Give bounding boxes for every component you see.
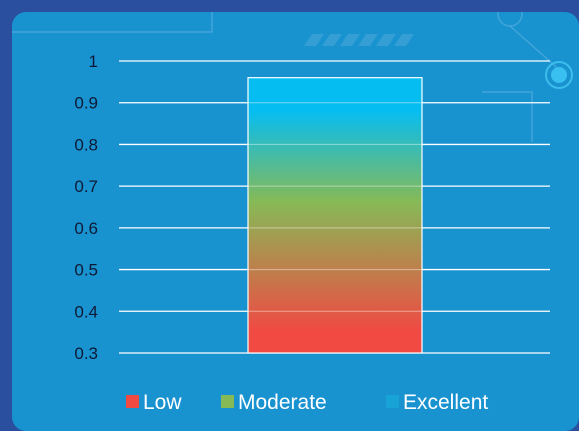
y-tick-label: 0.3: [74, 344, 98, 363]
legend-item-excellent[interactable]: Excellent: [386, 391, 488, 414]
legend-swatch: [221, 395, 234, 408]
legend: Low Moderate Excellent: [126, 391, 488, 414]
y-tick-label: 0.8: [74, 135, 98, 154]
legend-item-low[interactable]: Low: [126, 391, 182, 414]
legend-label: Excellent: [403, 391, 488, 414]
y-tick-label: 0.5: [74, 261, 98, 280]
bars: [247, 60, 423, 354]
bar[interactable]: [247, 77, 423, 354]
legend-swatch: [126, 395, 139, 408]
y-tick-label: 0.7: [74, 177, 98, 196]
stripe-decoration: [394, 34, 414, 46]
legend-swatch: [386, 395, 399, 408]
y-tick-label: 0.4: [74, 302, 98, 321]
ring-decoration: [497, 12, 523, 27]
legend-label: Moderate: [238, 391, 327, 414]
y-axis-ticks: 1 0.9 0.8 0.7 0.6 0.5 0.4 0.3: [74, 52, 98, 363]
stripe-decoration: [322, 34, 342, 46]
stripe-decoration: [340, 34, 360, 46]
y-tick-label: 1: [89, 52, 98, 71]
circuit-line-decoration: [482, 91, 533, 142]
y-tick-label: 0.6: [74, 219, 98, 238]
y-tick-label: 0.9: [74, 94, 98, 113]
legend-label: Low: [143, 391, 182, 414]
accent-target-icon: [545, 61, 573, 89]
stripe-decoration: [304, 34, 324, 46]
decorative-background: [12, 12, 573, 142]
legend-item-moderate[interactable]: Moderate: [221, 391, 327, 414]
bar-chart: 1 0.9 0.8 0.7 0.6 0.5 0.4 0.3 Low Moderate Excell…: [74, 52, 550, 414]
chart-card: 1 0.9 0.8 0.7 0.6 0.5 0.4 0.3 Low Moderate Excell…: [12, 12, 579, 431]
stripe-decoration: [376, 34, 396, 46]
stripe-decoration: [358, 34, 378, 46]
circuit-line-decoration: [12, 12, 213, 33]
